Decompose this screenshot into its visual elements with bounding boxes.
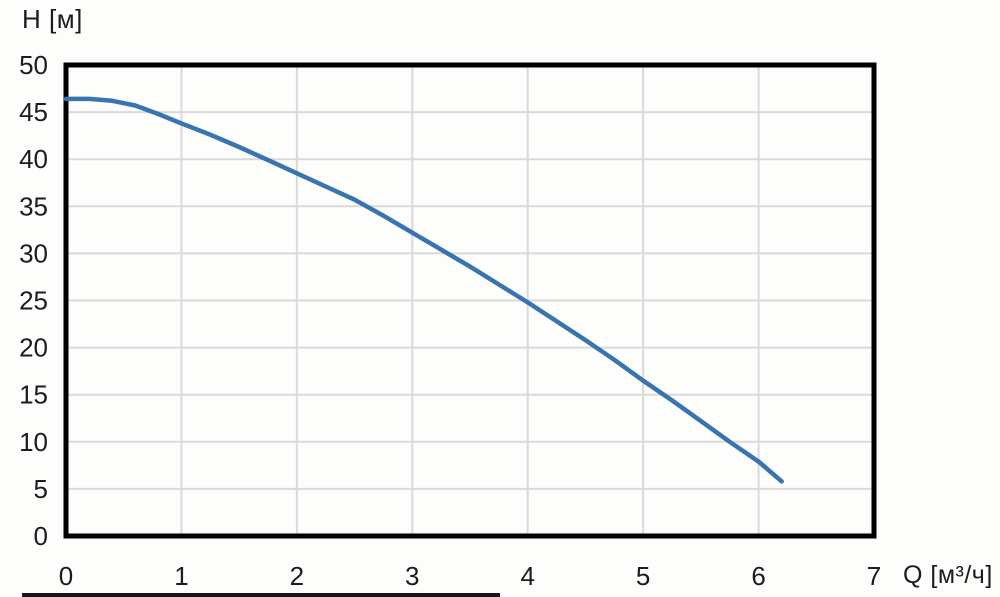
x-tick-label: 6 bbox=[751, 561, 765, 591]
y-tick-label: 40 bbox=[19, 144, 48, 174]
y-tick-label: 15 bbox=[19, 380, 48, 410]
y-tick-label: 0 bbox=[34, 521, 48, 551]
x-tick-label: 2 bbox=[290, 561, 304, 591]
x-tick-label: 5 bbox=[636, 561, 650, 591]
y-tick-label: 30 bbox=[19, 238, 48, 268]
y-tick-label: 50 bbox=[19, 50, 48, 80]
y-axis-title: H [м] bbox=[22, 4, 83, 34]
y-tick-label: 5 bbox=[34, 474, 48, 504]
y-tick-label: 20 bbox=[19, 333, 48, 363]
y-tick-label: 10 bbox=[19, 427, 48, 457]
plot-border bbox=[63, 62, 877, 539]
x-tick-label: 0 bbox=[59, 561, 73, 591]
x-tick-label: 7 bbox=[867, 561, 881, 591]
cropped-content-bottom-edge bbox=[22, 593, 500, 597]
x-tick-label: 1 bbox=[174, 561, 188, 591]
x-tick-label: 4 bbox=[520, 561, 534, 591]
y-tick-label: 35 bbox=[19, 191, 48, 221]
y-tick-label: 45 bbox=[19, 97, 48, 127]
x-axis-title: Q [м³/ч] bbox=[903, 561, 993, 589]
pump-head-curve-line bbox=[63, 96, 784, 484]
y-tick-label: 25 bbox=[19, 286, 48, 316]
x-tick-label: 3 bbox=[405, 561, 419, 591]
